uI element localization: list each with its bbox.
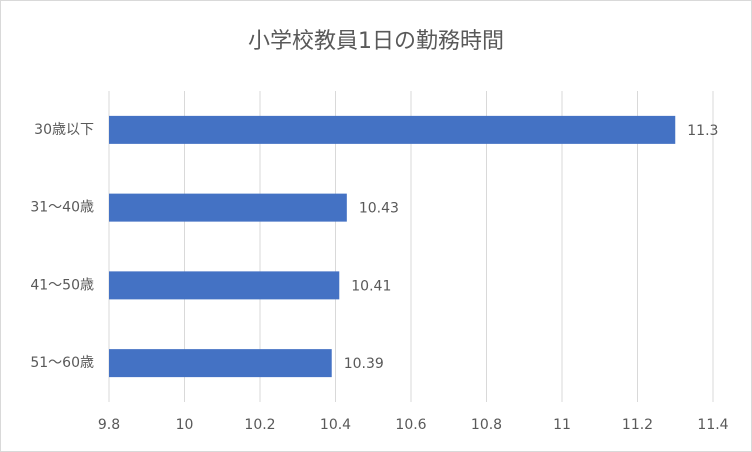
- x-tick-label: 9.8: [98, 417, 120, 433]
- value-label: 10.41: [351, 278, 391, 294]
- x-tick-label: 10.4: [320, 417, 351, 433]
- x-tick-label: 10.2: [244, 417, 275, 433]
- x-tick-label: 10.8: [471, 417, 502, 433]
- x-tick-label: 10: [176, 417, 194, 433]
- x-tick-label: 11.2: [622, 417, 653, 433]
- x-tick-label: 11: [553, 417, 571, 433]
- bar: [109, 349, 332, 378]
- x-tick-label: 10.6: [395, 417, 426, 433]
- bar: [109, 115, 676, 144]
- y-tick-label: 51〜60歳: [30, 355, 94, 371]
- value-label: 10.39: [344, 356, 384, 372]
- value-label: 11.3: [687, 123, 718, 139]
- bar: [109, 271, 340, 300]
- y-tick-label: 41〜50歳: [30, 277, 94, 293]
- chart-title: 小学校教員1日の勤務時間: [248, 29, 504, 54]
- value-label: 10.43: [359, 201, 399, 217]
- x-tick-label: 11.4: [697, 417, 728, 433]
- y-tick-label: 31〜40歳: [30, 200, 94, 216]
- y-tick-label: 30歳以下: [34, 122, 94, 138]
- bar: [109, 193, 347, 222]
